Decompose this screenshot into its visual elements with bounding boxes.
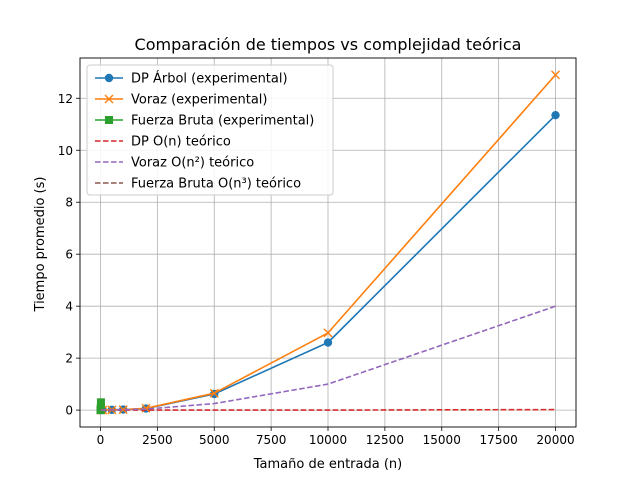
y-tick-label: 8 bbox=[65, 196, 73, 210]
x-tick-label: 15000 bbox=[423, 433, 461, 447]
x-tick-label: 0 bbox=[97, 433, 105, 447]
dp-arbol-experimental-point bbox=[551, 111, 559, 119]
y-tick-label: 12 bbox=[58, 92, 73, 106]
y-tick-label: 4 bbox=[65, 300, 73, 314]
x-axis-label: Tamaño de entrada (n) bbox=[253, 457, 402, 472]
chart-title: Comparación de tiempos vs complejidad te… bbox=[135, 35, 522, 54]
x-tick-label: 5000 bbox=[199, 433, 230, 447]
series-line-dp-o-n-teorico bbox=[101, 410, 556, 411]
legend-swatch-point bbox=[105, 116, 113, 124]
series-fuerza-bruta-experimental bbox=[97, 398, 105, 414]
series-dp-o-n-teorico bbox=[101, 410, 556, 411]
legend-swatch-point bbox=[105, 74, 113, 82]
x-tick-label: 7500 bbox=[256, 433, 287, 447]
legend-label: DP O(n) teórico bbox=[131, 135, 231, 150]
x-tick-label: 10000 bbox=[309, 433, 347, 447]
legend-label: DP Árbol (experimental) bbox=[131, 71, 288, 87]
fuerza-bruta-experimental-point bbox=[97, 398, 105, 406]
y-axis-label: Tiempo promedio (s) bbox=[33, 177, 48, 313]
y-tick-label: 2 bbox=[65, 352, 73, 366]
x-tick-label: 17500 bbox=[480, 433, 518, 447]
y-tick-label: 6 bbox=[65, 248, 73, 262]
legend: DP Árbol (experimental) Voraz (experiment… bbox=[87, 65, 333, 195]
legend-label: Voraz (experimental) bbox=[131, 93, 268, 108]
legend-label: Fuerza Bruta (experimental) bbox=[131, 114, 314, 129]
dp-arbol-experimental-point bbox=[324, 338, 332, 346]
x-tick-label: 2500 bbox=[142, 433, 173, 447]
legend-label: Voraz O(n²) teórico bbox=[131, 156, 254, 171]
y-tick-label: 10 bbox=[58, 144, 73, 158]
x-tick-label: 20000 bbox=[536, 433, 574, 447]
y-tick-label: 0 bbox=[65, 404, 73, 418]
x-tick-label: 12500 bbox=[366, 433, 404, 447]
legend-label: Fuerza Bruta O(n³) teórico bbox=[131, 177, 301, 192]
